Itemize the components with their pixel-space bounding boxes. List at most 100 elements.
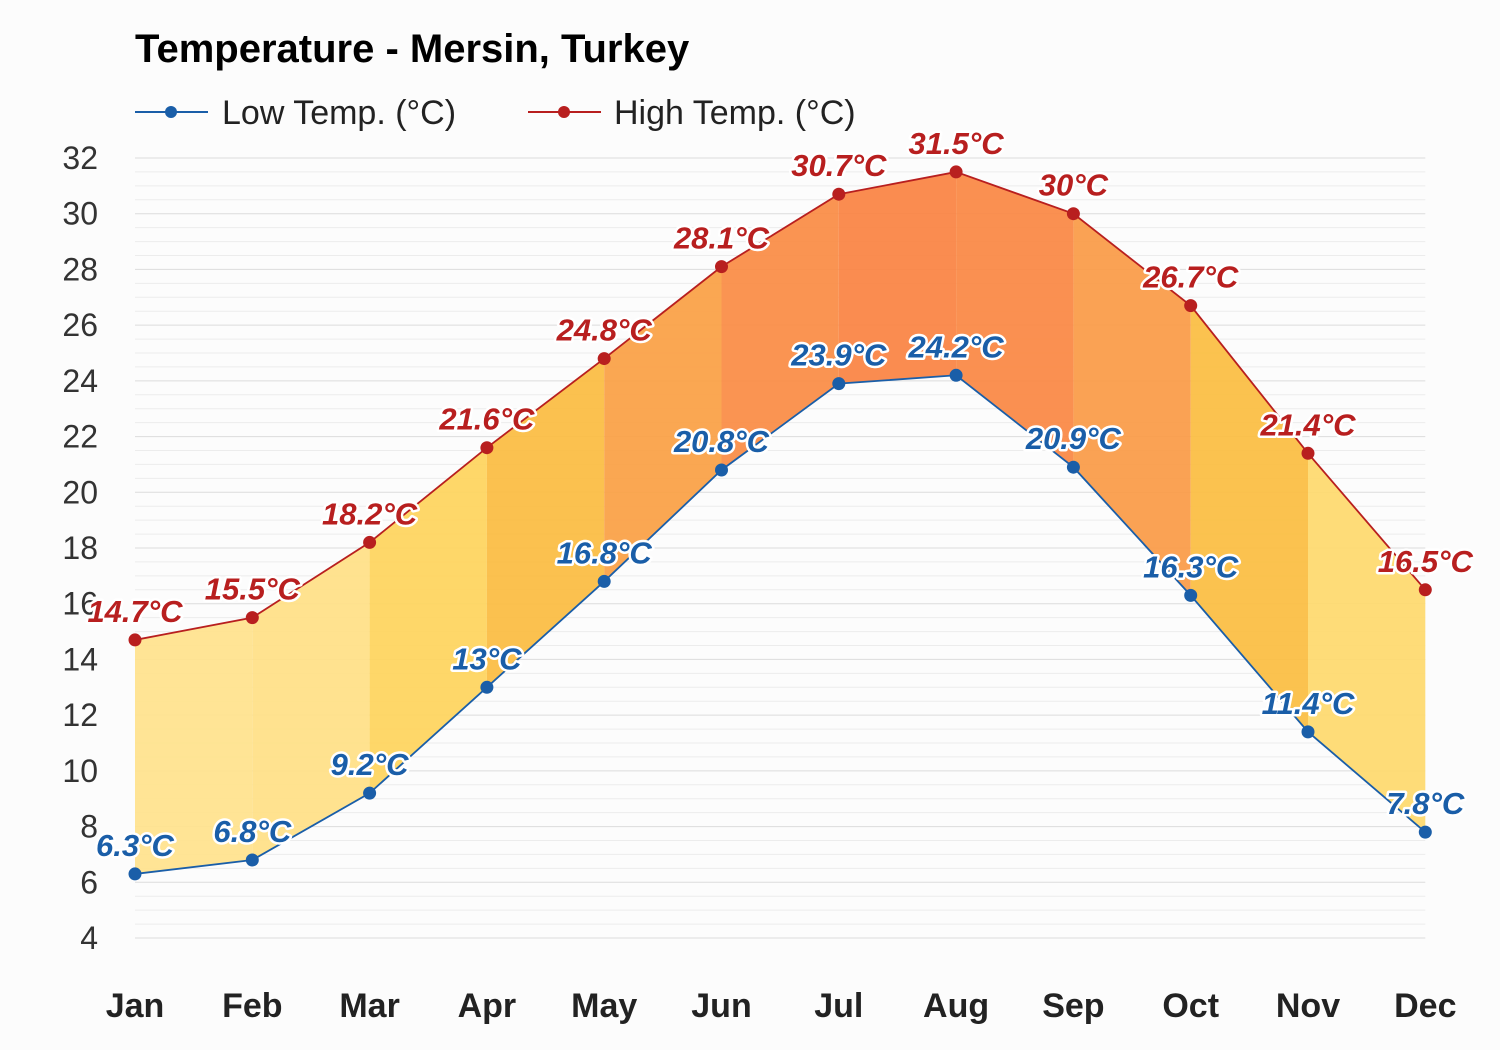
chart-title: Temperature - Mersin, Turkey	[135, 27, 690, 71]
y-tick-label: 14	[62, 641, 98, 677]
band-feb	[252, 542, 370, 860]
x-tick-label-feb: Feb	[222, 987, 282, 1025]
y-tick-label: 6	[80, 864, 98, 900]
data-label-low-dec: 7.8°C	[1386, 786, 1464, 821]
temperature-bands	[135, 171, 1426, 874]
data-label-low-jul: 23.9°C	[790, 338, 887, 373]
data-label-high-oct: 26.7°C	[1142, 260, 1239, 295]
data-label-low-oct: 16.3°C	[1143, 549, 1239, 584]
y-tick-label: 24	[62, 363, 98, 399]
legend: Low Temp. (°C) High Temp. (°C)	[135, 94, 856, 132]
x-tick-label-mar: Mar	[339, 987, 399, 1025]
point-high-feb[interactable]	[245, 611, 259, 625]
band-jan	[135, 617, 253, 874]
data-label-high-feb: 15.5°C	[205, 572, 301, 607]
point-low-mar[interactable]	[363, 786, 377, 800]
x-tick-label-sep: Sep	[1042, 987, 1104, 1025]
y-tick-label: 28	[62, 251, 98, 287]
y-tick-label: 10	[62, 753, 98, 789]
x-tick-label-dec: Dec	[1394, 987, 1456, 1025]
data-label-low-nov: 11.4°C	[1262, 686, 1355, 721]
band-oct	[1190, 305, 1308, 732]
y-tick-label: 32	[62, 140, 98, 176]
data-label-high-may: 24.8°C	[556, 313, 653, 348]
point-low-jan[interactable]	[128, 867, 142, 881]
line-high	[134, 170, 1426, 641]
y-tick-label: 4	[80, 920, 98, 956]
y-tick-label: 16	[62, 586, 98, 622]
y-tick-label: 20	[62, 474, 98, 510]
data-label-low-mar: 9.2°C	[331, 747, 409, 782]
point-high-jul[interactable]	[832, 187, 846, 201]
y-axis: 4 6 8 10 12 14 16 18 20 22 24 26 28 30 32	[62, 140, 98, 956]
point-high-dec[interactable]	[1418, 583, 1432, 597]
data-label-high-nov: 21.4°C	[1259, 407, 1356, 442]
band-may	[604, 266, 722, 582]
data-label-high-jun: 28.1°C	[673, 221, 770, 256]
data-label-low-sep: 20.9°C	[1025, 421, 1122, 456]
point-low-nov[interactable]	[1301, 725, 1315, 739]
series-lines	[134, 170, 1426, 875]
legend-label-low: Low Temp. (°C)	[222, 94, 456, 132]
data-label-low-jun: 20.8°C	[673, 424, 770, 459]
x-tick-label-jun: Jun	[691, 987, 751, 1025]
data-label-low-apr: 13°C	[452, 641, 522, 676]
x-tick-label-oct: Oct	[1162, 987, 1219, 1025]
band-nov	[1308, 453, 1426, 833]
point-low-jul[interactable]	[832, 377, 846, 391]
point-high-jun[interactable]	[715, 260, 728, 274]
line-low	[134, 374, 1426, 875]
point-high-nov[interactable]	[1301, 446, 1315, 460]
point-low-feb[interactable]	[245, 853, 259, 867]
point-low-oct[interactable]	[1184, 588, 1198, 602]
data-label-high-apr: 21.6°C	[438, 402, 535, 437]
data-label-high-aug: 31.5°C	[909, 126, 1005, 161]
x-tick-label-may: May	[571, 987, 637, 1025]
x-tick-label-jul: Jul	[814, 987, 863, 1025]
data-label-high-jan: 14.7°C	[87, 594, 183, 629]
y-tick-label: 22	[62, 419, 98, 455]
data-label-low-feb: 6.8°C	[213, 814, 291, 849]
x-tick-label-aug: Aug	[923, 987, 989, 1025]
point-low-dec[interactable]	[1418, 825, 1432, 839]
x-tick-label-apr: Apr	[458, 987, 517, 1025]
y-tick-label: 8	[80, 809, 98, 845]
band-jun	[721, 194, 839, 470]
x-tick-label-nov: Nov	[1276, 987, 1340, 1025]
point-high-apr[interactable]	[480, 441, 494, 455]
y-tick-label: 26	[62, 307, 98, 343]
point-low-apr[interactable]	[480, 680, 494, 694]
x-axis: Jan Feb Mar Apr May Jun Jul Aug Sep Oct Nov Dec	[106, 987, 1457, 1025]
band-sep	[1073, 213, 1191, 596]
band-apr	[486, 358, 605, 688]
data-label-high-sep: 30°C	[1039, 168, 1109, 203]
legend-item-low[interactable]: Low Temp. (°C)	[135, 94, 456, 132]
data-label-high-dec: 16.5°C	[1378, 544, 1474, 579]
data-labels: 6.3°C 6.8°C 9.2°C 13°C 16.8°C 20.8°C 23.9°C 24.…	[85, 123, 1476, 865]
point-high-may[interactable]	[597, 352, 611, 366]
point-low-aug[interactable]	[949, 368, 963, 382]
series-points	[128, 165, 1432, 881]
band-jul	[838, 171, 957, 384]
data-label-high-jul: 30.7°C	[791, 148, 887, 183]
data-label-low-may: 16.8°C	[557, 535, 653, 570]
band-mar	[369, 447, 487, 794]
y-tick-label: 12	[62, 697, 98, 733]
point-high-mar[interactable]	[363, 535, 377, 549]
point-low-may[interactable]	[597, 574, 611, 588]
y-tick-label: 30	[62, 196, 98, 232]
point-high-oct[interactable]	[1184, 299, 1198, 313]
legend-item-high[interactable]: High Temp. (°C)	[528, 94, 856, 132]
data-label-low-aug: 24.2°C	[908, 329, 1005, 364]
data-label-high-mar: 18.2°C	[322, 496, 418, 531]
y-tick-label: 18	[62, 530, 98, 566]
point-low-sep[interactable]	[1066, 460, 1080, 474]
point-high-jan[interactable]	[128, 633, 142, 647]
point-high-sep[interactable]	[1066, 207, 1080, 221]
data-label-low-jan: 6.3°C	[96, 828, 174, 863]
point-high-aug[interactable]	[949, 165, 963, 179]
point-low-jun[interactable]	[715, 463, 728, 477]
x-tick-label-jan: Jan	[106, 987, 165, 1025]
band-aug	[956, 171, 1074, 468]
